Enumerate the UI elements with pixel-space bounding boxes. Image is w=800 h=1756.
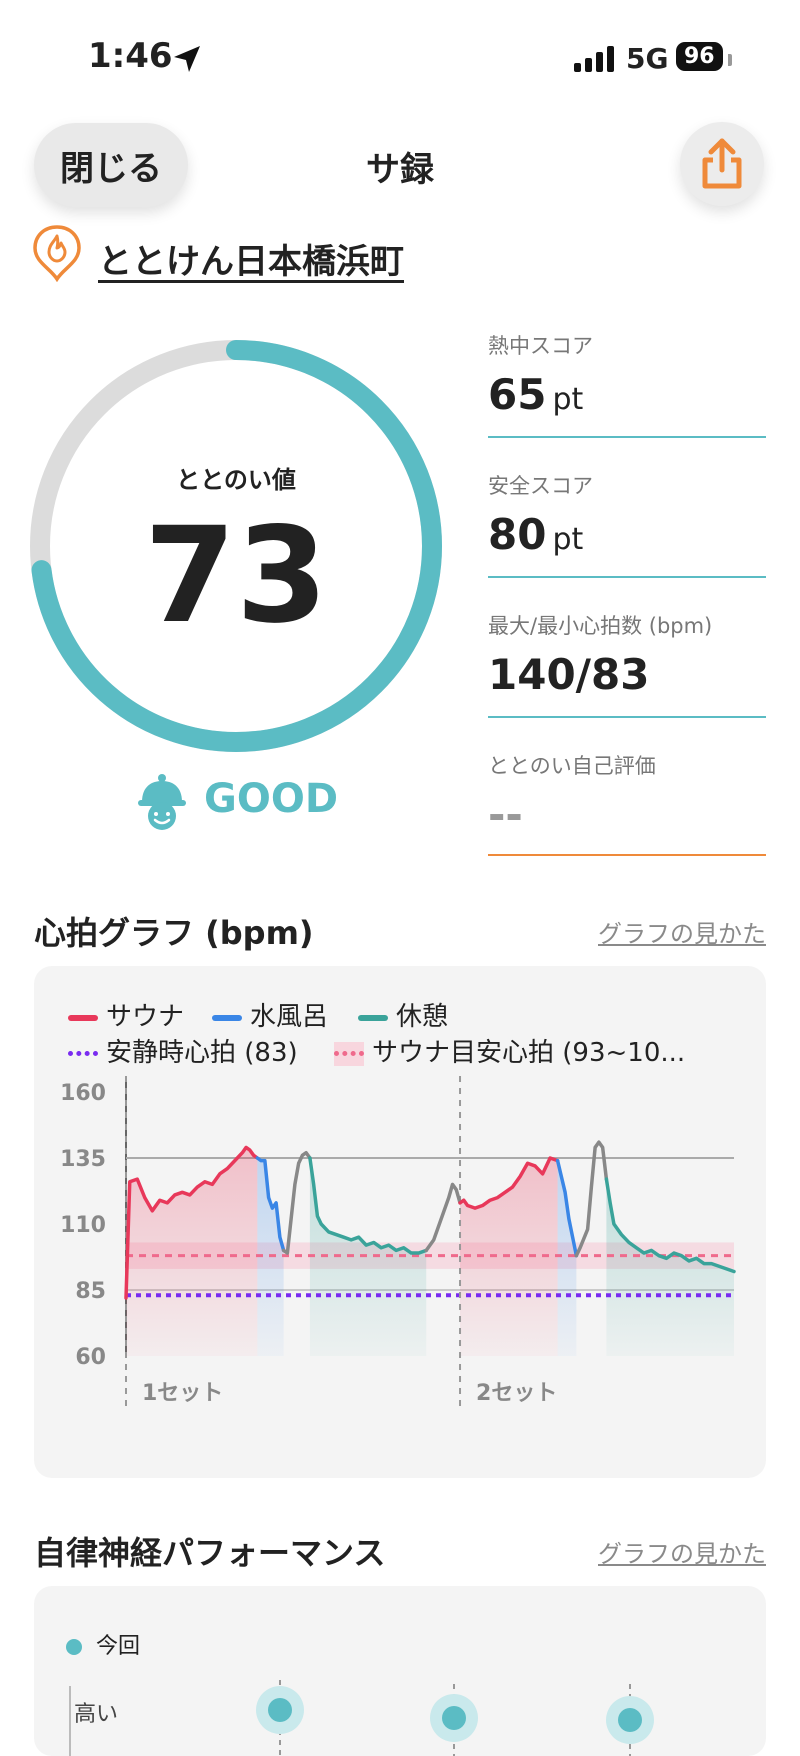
ans-legend: 今回 xyxy=(66,1628,140,1660)
y-tick-label: 160 xyxy=(60,1081,106,1106)
metric-self-evaluation[interactable]: ととのい自己評価 -- xyxy=(488,750,766,856)
legend-water-label: 水風呂 xyxy=(250,1002,329,1032)
battery-cap-icon xyxy=(728,54,732,66)
set-label: 1セット xyxy=(142,1381,223,1406)
share-icon xyxy=(702,138,742,189)
legend-water-swatch xyxy=(212,1014,242,1021)
series-line-sauna xyxy=(458,1156,560,1210)
heart-rate-chart: 160 135 110 85 60 1セット 2セット xyxy=(60,1076,736,1412)
legend-rest-swatch xyxy=(358,1014,388,1021)
series-line-sauna xyxy=(124,1145,260,1300)
legend-water: 水風呂 xyxy=(212,996,328,1033)
legend-rest: 休憩 xyxy=(358,996,448,1033)
set-label: 2セット xyxy=(476,1381,557,1406)
metric-value-wrap: 140/83 xyxy=(488,650,655,699)
area-rest xyxy=(309,1158,427,1356)
metric-value: 80 xyxy=(488,510,547,559)
metric-unit: pt xyxy=(552,522,584,557)
ans-point-3-core xyxy=(618,1708,642,1732)
series-line-water xyxy=(555,1158,579,1258)
series-line-transition xyxy=(281,1150,312,1255)
area-water xyxy=(557,1160,577,1356)
legend-resting-label: 安静時心拍 (83) xyxy=(106,1038,298,1068)
mascot-icon xyxy=(138,774,186,830)
gauge-value: 73 xyxy=(144,499,328,653)
metric-label: ととのい自己評価 xyxy=(488,754,656,778)
legend-resting-swatch xyxy=(68,1051,98,1056)
metric-label: 熱中スコア xyxy=(488,334,593,358)
totonoi-gauge xyxy=(30,340,442,752)
ans-y-label: 高い xyxy=(74,1702,119,1727)
ans-card: 今回 高い xyxy=(34,1586,766,1756)
series-line-rest xyxy=(308,1156,428,1255)
legend-sauna-swatch xyxy=(68,1014,98,1021)
legend-target-label: サウナ目安心拍 (93~10... xyxy=(372,1038,686,1068)
series-line-transition xyxy=(574,1140,609,1258)
y-tick-label: 110 xyxy=(60,1213,106,1238)
rating-badge: GOOD xyxy=(136,772,338,836)
heart-graph-card: サウナ 水風呂 休憩 安静時心拍 (83) サウナ目安心拍 (93~10... … xyxy=(34,966,766,1478)
metric-value-wrap: 80 pt xyxy=(488,510,583,559)
ans-help-link[interactable]: グラフの見かた xyxy=(598,1540,766,1568)
area-sauna xyxy=(126,1147,258,1356)
metric-unit: pt xyxy=(552,382,584,417)
sauna-pin-icon xyxy=(33,225,81,282)
y-tick-label: 85 xyxy=(75,1279,106,1304)
ans-point-1-core xyxy=(268,1698,292,1722)
battery-level: 96 xyxy=(676,42,723,71)
y-tick-label: 60 xyxy=(75,1345,106,1370)
metric-value: 140/83 xyxy=(488,650,650,699)
metric-heat-score: 熱中スコア 65 pt xyxy=(488,330,766,438)
signal-bars-icon xyxy=(574,46,614,72)
ans-legend-dot xyxy=(66,1639,82,1655)
legend-sauna: サウナ xyxy=(68,996,184,1033)
metric-heart-rate: 最大/最小心拍数 (bpm) 140/83 xyxy=(488,610,766,718)
metric-value: -- xyxy=(488,790,523,839)
y-tick-label: 135 xyxy=(60,1147,106,1172)
close-button[interactable]: 閉じる xyxy=(34,123,188,207)
facility-name[interactable]: ととけん日本橋浜町 xyxy=(98,242,404,282)
page-title: サ録 xyxy=(366,150,434,190)
legend-sauna-label: サウナ xyxy=(106,1002,185,1032)
share-button[interactable] xyxy=(680,122,764,206)
legend-resting-hr: 安静時心拍 (83) xyxy=(68,1032,298,1069)
heart-graph-help-link[interactable]: グラフの見かた xyxy=(598,920,766,948)
status-time: 1:46 xyxy=(88,36,173,76)
series-line-transition xyxy=(424,1182,462,1253)
series-line-water xyxy=(255,1156,286,1253)
metric-label: 最大/最小心拍数 (bpm) xyxy=(488,614,713,638)
network-type: 5G xyxy=(626,42,669,75)
legend-target-hr: サウナ目安心拍 (93~10... xyxy=(334,1032,685,1069)
legend-target-swatch xyxy=(334,1041,364,1066)
legend-rest-label: 休憩 xyxy=(396,1002,449,1032)
metric-value-wrap: -- xyxy=(488,790,529,839)
metric-label: 安全スコア xyxy=(488,474,593,498)
status-bar: 1:46 5G 96 xyxy=(0,0,800,110)
ans-performance-title: 自律神経パフォーマンス xyxy=(34,1534,386,1572)
rating-text: GOOD xyxy=(204,776,339,822)
gauge-progress-ring xyxy=(30,340,442,752)
ans-legend-label: 今回 xyxy=(96,1634,141,1659)
metric-value-wrap: 65 pt xyxy=(488,370,583,419)
series-line-rest xyxy=(604,1177,736,1274)
ans-point-2-core xyxy=(442,1706,466,1730)
area-rest xyxy=(606,1179,734,1356)
metric-safety-score: 安全スコア 80 pt xyxy=(488,470,766,578)
gauge-label: ととのい値 xyxy=(176,466,296,494)
location-arrow-icon xyxy=(174,46,200,72)
heart-graph-title: 心拍グラフ (bpm) xyxy=(34,914,314,952)
metric-value: 65 xyxy=(488,370,547,419)
ans-chart xyxy=(69,1680,654,1756)
